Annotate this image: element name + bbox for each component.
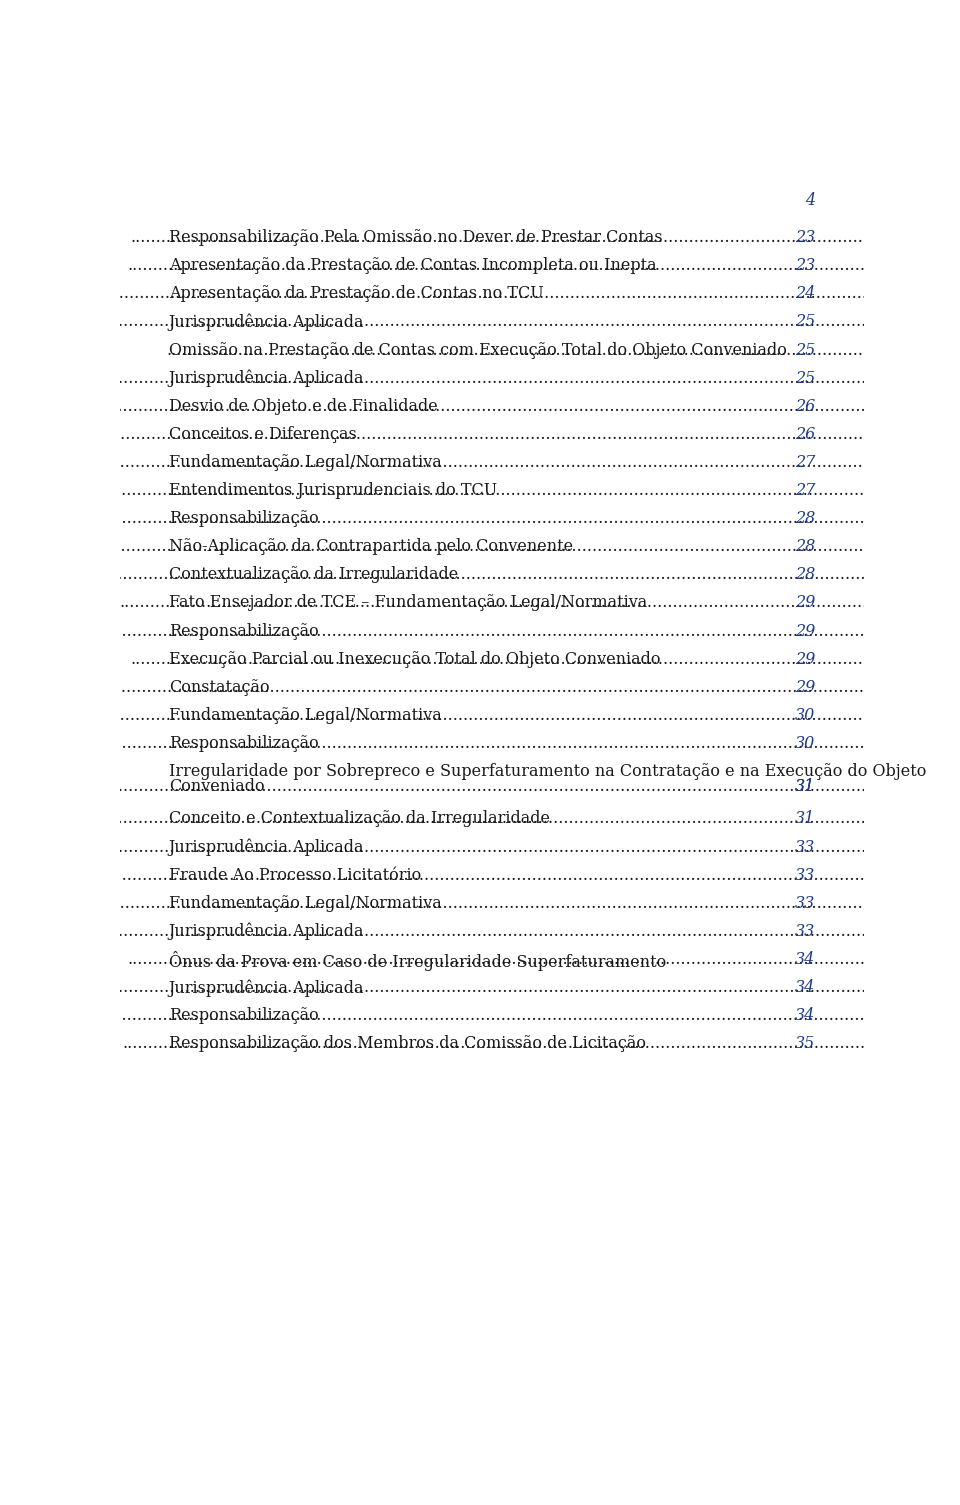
Text: ................................................................................: ........................................… (100, 539, 960, 555)
Text: Conveniado: Conveniado (169, 778, 264, 795)
Text: ................................................................................: ........................................… (36, 838, 960, 855)
Text: 23: 23 (795, 257, 815, 274)
Text: 28: 28 (795, 510, 815, 527)
Text: Apresentação da Prestação de Contas no TCU: Apresentação da Prestação de Contas no T… (169, 286, 543, 303)
Text: 27: 27 (795, 455, 815, 471)
Text: Responsabilização Pela Omissão no Dever de Prestar Contas: Responsabilização Pela Omissão no Dever … (169, 229, 662, 247)
Text: Omissão na Prestação de Contas com Execução Total do Objeto Conveniado: Omissão na Prestação de Contas com Execu… (169, 342, 786, 358)
Text: 35: 35 (795, 1035, 815, 1052)
Text: ................................................................................: ........................................… (36, 923, 960, 939)
Text: Responsabilização dos Membros da Comissão de Licitação: Responsabilização dos Membros da Comissã… (169, 1035, 646, 1052)
Text: ................................................................................: ........................................… (1, 778, 960, 795)
Text: 33: 33 (795, 923, 815, 939)
Text: 33: 33 (795, 838, 815, 855)
Text: 33: 33 (795, 895, 815, 912)
Text: ................................................................................: ........................................… (97, 810, 960, 828)
Text: ................................................................................: ........................................… (128, 257, 960, 274)
Text: ................................................................................: ........................................… (61, 397, 960, 415)
Text: 31: 31 (795, 810, 815, 828)
Text: ................................................................................: ........................................… (36, 370, 960, 387)
Text: ................................................................................: ........................................… (128, 951, 960, 968)
Text: 27: 27 (795, 482, 815, 500)
Text: ................................................................................: ........................................… (75, 482, 960, 500)
Text: Fundamentação Legal/Normativa: Fundamentação Legal/Normativa (169, 707, 442, 724)
Text: 25: 25 (795, 313, 815, 331)
Text: ................................................................................: ........................................… (89, 286, 960, 303)
Text: 28: 28 (795, 539, 815, 555)
Text: Fundamentação Legal/Normativa: Fundamentação Legal/Normativa (169, 455, 442, 471)
Text: Jurisprudência Aplicada: Jurisprudência Aplicada (169, 923, 365, 941)
Text: Responsabilização: Responsabilização (169, 510, 319, 527)
Text: Fraude Ao Processo Licitatório: Fraude Ao Processo Licitatório (169, 867, 421, 883)
Text: 30: 30 (795, 734, 815, 752)
Text: ................................................................................: ........................................… (20, 734, 960, 752)
Text: ................................................................................: ........................................… (56, 867, 960, 883)
Text: 29: 29 (795, 594, 815, 611)
Text: ................................................................................: ........................................… (131, 650, 960, 668)
Text: 31: 31 (795, 778, 815, 795)
Text: 25: 25 (795, 342, 815, 358)
Text: Fato Ensejador de TCE – Fundamentação Legal/Normativa: Fato Ensejador de TCE – Fundamentação Le… (169, 594, 647, 611)
Text: Responsabilização: Responsabilização (169, 1007, 319, 1025)
Text: Apresentação da Prestação de Contas Incompleta ou Inepta: Apresentação da Prestação de Contas Inco… (169, 257, 657, 274)
Text: 31: 31 (795, 778, 815, 795)
Text: ................................................................................: ........................................… (20, 1007, 960, 1025)
Text: 25: 25 (795, 370, 815, 387)
Text: ................................................................................: ........................................… (20, 510, 960, 527)
Text: ................................................................................: ........................................… (67, 566, 960, 584)
Text: ................................................................................: ........................................… (53, 707, 960, 724)
Text: ................................................................................: ........................................… (131, 229, 960, 247)
Text: Contextualização da Irregularidade: Contextualização da Irregularidade (169, 566, 458, 584)
Text: 28: 28 (795, 566, 815, 584)
Text: Conceito e Contextualização da Irregularidade: Conceito e Contextualização da Irregular… (169, 810, 550, 828)
Text: 29: 29 (795, 623, 815, 640)
Text: ................................................................................: ........................................… (119, 594, 960, 611)
Text: 26: 26 (795, 397, 815, 415)
Text: Não-Aplicação da Contrapartida pelo Convenente: Não-Aplicação da Contrapartida pelo Conv… (169, 539, 573, 555)
Text: 33: 33 (795, 867, 815, 883)
Text: ................................................................................: ........................................… (122, 1035, 960, 1052)
Text: Jurisprudência Aplicada: Jurisprudência Aplicada (169, 980, 365, 996)
Text: 30: 30 (795, 707, 815, 724)
Text: Ônus da Prova em Caso de Irregularidade Superfaturamento: Ônus da Prova em Caso de Irregularidade … (169, 951, 666, 971)
Text: Jurisprudência Aplicada: Jurisprudência Aplicada (169, 313, 365, 331)
Text: ................................................................................: ........................................… (34, 426, 960, 442)
Text: Responsabilização: Responsabilização (169, 623, 319, 640)
Text: Entendimentos Jurisprudenciais do TCU: Entendimentos Jurisprudenciais do TCU (169, 482, 497, 500)
Text: Jurisprudência Aplicada: Jurisprudência Aplicada (169, 838, 365, 856)
Text: ................................................................................: ........................................… (53, 455, 960, 471)
Text: 4: 4 (805, 193, 815, 209)
Text: 26: 26 (795, 426, 815, 442)
Text: 34: 34 (795, 980, 815, 996)
Text: ................................................................................: ........................................… (20, 623, 960, 640)
Text: Fundamentação Legal/Normativa: Fundamentação Legal/Normativa (169, 895, 442, 912)
Text: Conceitos e Diferenças: Conceitos e Diferenças (169, 426, 356, 442)
Text: 24: 24 (795, 286, 815, 303)
Text: Irregularidade por Sobrepreco e Superfaturamento na Contratação e na Execução do: Irregularidade por Sobrepreco e Superfat… (169, 763, 926, 780)
Text: ................................................................................: ........................................… (36, 980, 960, 996)
Text: 34: 34 (795, 1007, 815, 1025)
Text: 23: 23 (795, 229, 815, 247)
Text: Desvio de Objeto e de Finalidade: Desvio de Objeto e de Finalidade (169, 397, 438, 415)
Text: ................................................................................: ........................................… (53, 895, 960, 912)
Text: ................................................................................: ........................................… (166, 342, 960, 358)
Text: 29: 29 (795, 679, 815, 695)
Text: 29: 29 (795, 650, 815, 668)
Text: Constatação: Constatação (169, 679, 270, 695)
Text: 34: 34 (795, 951, 815, 968)
Text: Responsabilização: Responsabilização (169, 734, 319, 752)
Text: ................................................................................: ........................................… (36, 313, 960, 331)
Text: Execução Parcial ou Inexecução Total do Objeto Conveniado: Execução Parcial ou Inexecução Total do … (169, 650, 660, 668)
Text: ................................................................................: ........................................… (3, 679, 960, 695)
Text: Jurisprudência Aplicada: Jurisprudência Aplicada (169, 370, 365, 387)
